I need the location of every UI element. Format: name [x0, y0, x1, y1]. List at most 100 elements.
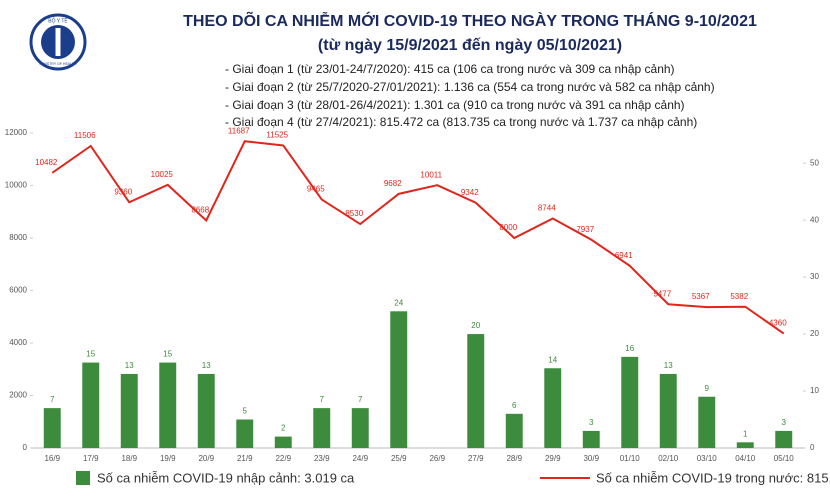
bar-label: 16	[625, 344, 634, 353]
x-tick-label: 01/10	[620, 454, 641, 463]
x-tick-label: 22/9	[275, 454, 291, 463]
line-label: 4360	[769, 319, 787, 328]
line-label: 6941	[615, 251, 633, 260]
bar	[582, 430, 600, 448]
bar-label: 7	[50, 395, 55, 404]
bar-label: 3	[589, 418, 594, 427]
bar	[621, 356, 639, 448]
line-label: 11687	[228, 126, 250, 135]
logo-staff	[55, 28, 61, 56]
bar-label: 9	[705, 384, 710, 393]
bar	[313, 408, 331, 448]
line-label: 5367	[692, 292, 710, 301]
annotation: - Giai đoạn 4 (từ 27/4/2021): 815.472 ca…	[225, 115, 697, 129]
bar	[159, 362, 177, 448]
x-tick-label: 26/9	[429, 454, 445, 463]
y-tick-label: 4000	[9, 338, 27, 347]
line-label: 10482	[35, 158, 58, 167]
y2-tick-label: 40	[810, 215, 819, 224]
bar	[274, 436, 292, 448]
bar	[736, 442, 754, 448]
x-tick-label: 30/9	[583, 454, 599, 463]
y-tick-label: 8000	[9, 233, 27, 242]
bar-label: 15	[86, 350, 95, 359]
line-label: 7937	[576, 225, 594, 234]
bar-label: 7	[358, 395, 363, 404]
line-label: 11506	[74, 131, 96, 140]
y-tick-label: 12000	[5, 128, 28, 137]
line	[51, 140, 785, 335]
line-label: 8000	[499, 223, 517, 232]
line-label: 10025	[151, 170, 174, 179]
line-label: 9342	[461, 188, 479, 197]
y2-tick-label: 10	[810, 386, 819, 395]
bar	[120, 373, 138, 448]
line-label: 8744	[538, 204, 556, 213]
logo-subtitle: MINISTRY OF HEALTH	[40, 62, 77, 66]
bar-label: 7	[320, 395, 325, 404]
bar	[505, 413, 523, 448]
bar-label: 3	[782, 418, 787, 427]
line-label: 9465	[307, 185, 325, 194]
y-tick-label: 6000	[9, 286, 27, 295]
annotation: - Giai đoạn 1 (từ 23/01-24/7/2020): 415 …	[225, 62, 675, 76]
y2-tick-label: 0	[810, 443, 815, 452]
bar-label: 2	[281, 424, 286, 433]
bar	[197, 373, 215, 448]
annotation: - Giai đoạn 3 (từ 28/01-26/4/2021): 1.30…	[225, 98, 685, 112]
x-tick-label: 25/9	[391, 454, 407, 463]
bar-label: 15	[163, 350, 172, 359]
y2-tick-label: 30	[810, 272, 819, 281]
bar-label: 14	[548, 355, 557, 364]
bar	[698, 396, 716, 448]
bar	[43, 408, 61, 448]
legend-label: Số ca nhiễm COVID-19 nhập cảnh: 3.019 ca	[97, 470, 355, 485]
bar	[236, 419, 254, 448]
bar-label: 1	[743, 429, 748, 438]
legend-swatch	[76, 471, 90, 485]
legend-label: Số ca nhiễm COVID-19 trong nước: 815.305…	[596, 470, 830, 485]
bar-label: 6	[512, 401, 517, 410]
x-tick-label: 02/10	[658, 454, 679, 463]
x-tick-label: 24/9	[352, 454, 368, 463]
chart-title: THEO DÕI CA NHIỄM MỚI COVID-19 THEO NGÀY…	[183, 10, 757, 30]
x-tick-label: 27/9	[468, 454, 484, 463]
bar-label: 13	[125, 361, 134, 370]
y-tick-label: 2000	[9, 391, 27, 400]
logo: BỘ Y TẾ MINISTRY OF HEALTH	[29, 13, 87, 71]
bar	[659, 373, 677, 448]
line-label: 5382	[730, 292, 748, 301]
bar-label: 13	[202, 361, 211, 370]
y2-tick-label: 50	[810, 158, 819, 167]
line-label: 8668	[191, 206, 209, 215]
x-tick-label: 23/9	[314, 454, 330, 463]
bar-label: 20	[471, 321, 480, 330]
bar	[82, 362, 100, 448]
y-tick-label: 0	[23, 443, 28, 452]
x-tick-label: 21/9	[237, 454, 253, 463]
line-label: 9682	[384, 179, 402, 188]
bar	[775, 430, 793, 448]
line-label: 10011	[420, 170, 442, 179]
bar-label: 13	[664, 361, 673, 370]
y-tick-label: 10000	[5, 181, 28, 190]
x-tick-label: 20/9	[198, 454, 214, 463]
bar	[544, 368, 562, 448]
bar	[467, 334, 485, 448]
bar	[390, 311, 408, 448]
x-tick-label: 05/10	[774, 454, 795, 463]
line-label: 11525	[266, 131, 288, 140]
annotation: - Giai đoạn 2 (từ 25/7/2020-27/01/2021):…	[225, 80, 715, 94]
x-tick-label: 18/9	[121, 454, 137, 463]
y2-tick-label: 20	[810, 329, 819, 338]
x-tick-label: 29/9	[545, 454, 561, 463]
logo-name: BỘ Y TẾ	[48, 17, 68, 24]
bar-label: 5	[243, 407, 248, 416]
chart-subtitle: (từ ngày 15/9/2021 đến ngày 05/10/2021)	[318, 37, 622, 54]
x-tick-label: 04/10	[735, 454, 756, 463]
bar	[351, 408, 369, 448]
line-label: 8530	[345, 209, 363, 218]
x-tick-label: 16/9	[44, 454, 60, 463]
x-tick-label: 19/9	[160, 454, 176, 463]
